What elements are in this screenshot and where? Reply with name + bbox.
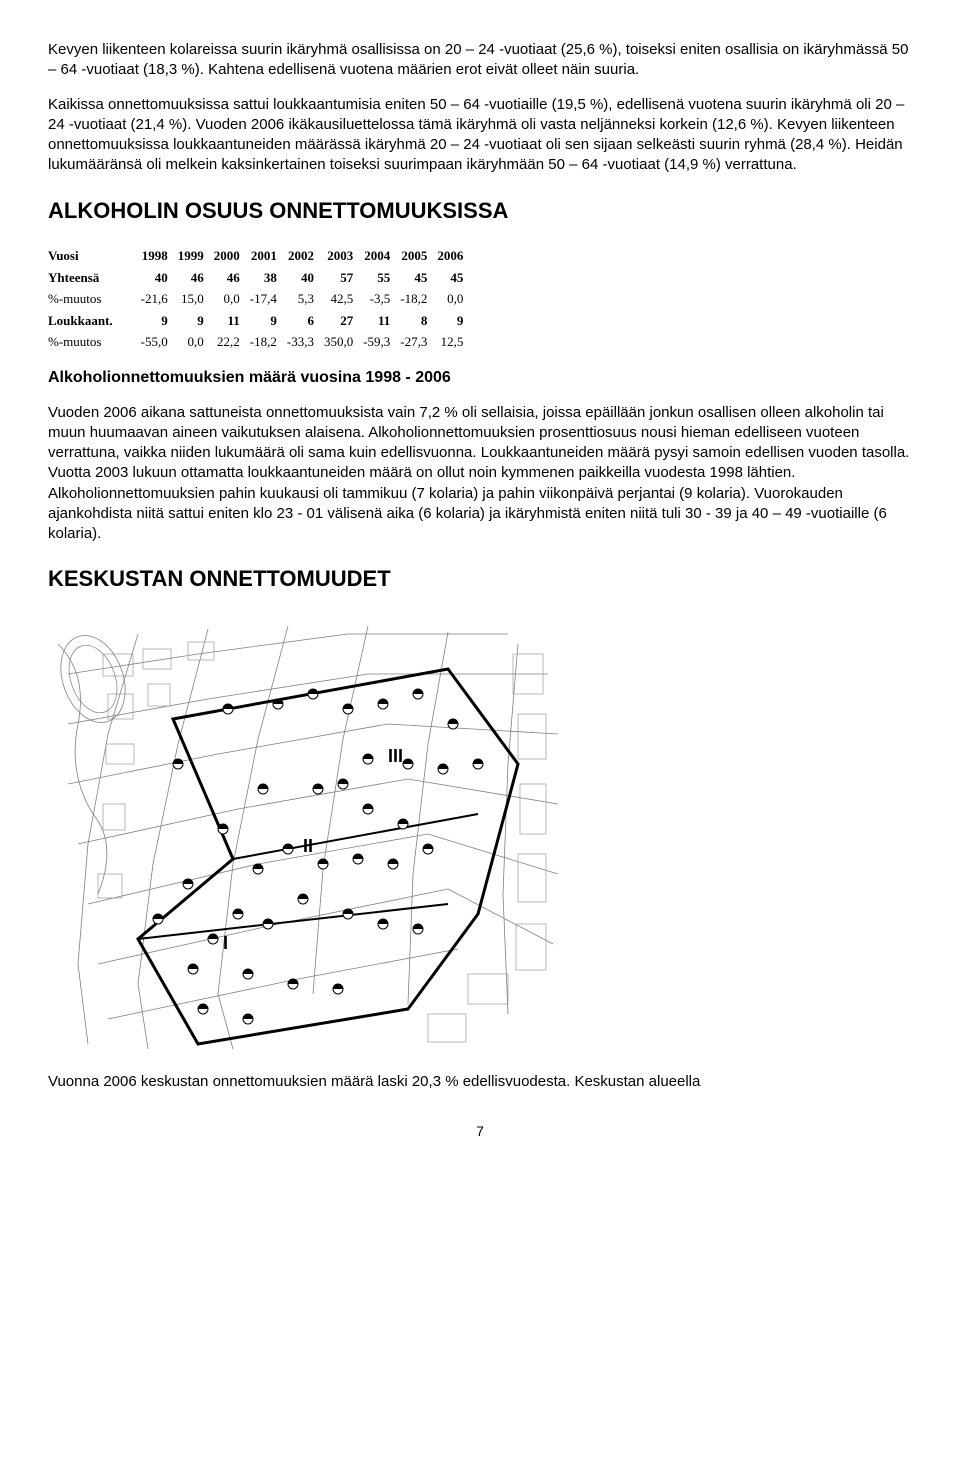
- table-cell: 12,5: [437, 331, 473, 353]
- table-cell: 350,0: [324, 331, 363, 353]
- table-row-label: %-muutos: [48, 288, 141, 310]
- table-cell: -27,3: [400, 331, 437, 353]
- table-cell: 42,5: [324, 288, 363, 310]
- table-cell: 6: [287, 310, 324, 332]
- table-cell: -33,3: [287, 331, 324, 353]
- table-cell: -59,3: [363, 331, 400, 353]
- svg-text:I: I: [223, 933, 228, 953]
- table-cell: -18,2: [250, 331, 287, 353]
- table-row-label: Yhteensä: [48, 267, 141, 289]
- table-cell: 9: [178, 310, 214, 332]
- table-row: %-muutos-55,00,022,2-18,2-33,3350,0-59,3…: [48, 331, 473, 353]
- table-cell: 55: [363, 267, 400, 289]
- svg-text:III: III: [388, 746, 403, 766]
- page-number: 7: [48, 1122, 912, 1141]
- table-header-label: Vuosi: [48, 245, 141, 267]
- table-row-label: %-muutos: [48, 331, 141, 353]
- table-cell: 40: [287, 267, 324, 289]
- body-paragraph: Kaikissa onnettomuuksissa sattui loukkaa…: [48, 95, 912, 176]
- table-cell: 11: [363, 310, 400, 332]
- table-cell: -21,6: [141, 288, 178, 310]
- table-cell: 46: [214, 267, 250, 289]
- body-paragraph: Kevyen liikenteen kolareissa suurin ikär…: [48, 40, 912, 81]
- table-cell: 40: [141, 267, 178, 289]
- svg-text:II: II: [303, 836, 313, 856]
- table-cell: 57: [324, 267, 363, 289]
- table-row: %-muutos-21,615,00,0-17,45,342,5-3,5-18,…: [48, 288, 473, 310]
- table-year-header: 2003: [324, 245, 363, 267]
- table-cell: 38: [250, 267, 287, 289]
- body-paragraph: Vuoden 2006 aikana sattuneista onnettomu…: [48, 403, 912, 545]
- subheading-alcohol-counts: Alkoholionnettomuuksien määrä vuosina 19…: [48, 367, 912, 389]
- table-row: Loukkaant.991196271189: [48, 310, 473, 332]
- body-paragraph: Vuonna 2006 keskustan onnettomuuksien mä…: [48, 1072, 912, 1092]
- table-cell: 11: [214, 310, 250, 332]
- table-cell: 0,0: [178, 331, 214, 353]
- table-cell: 22,2: [214, 331, 250, 353]
- table-cell: 45: [437, 267, 473, 289]
- table-cell: -17,4: [250, 288, 287, 310]
- table-year-header: 2006: [437, 245, 473, 267]
- table-year-header: 2004: [363, 245, 400, 267]
- table-cell: 15,0: [178, 288, 214, 310]
- table-cell: 9: [141, 310, 178, 332]
- table-cell: 9: [437, 310, 473, 332]
- section-heading-alcohol: ALKOHOLIN OSUUS ONNETTOMUUKSISSA: [48, 196, 912, 226]
- table-cell: 0,0: [437, 288, 473, 310]
- table-row: Yhteensä404646384057554545: [48, 267, 473, 289]
- table-cell: 0,0: [214, 288, 250, 310]
- table-cell: -18,2: [400, 288, 437, 310]
- section-heading-center: KESKUSTAN ONNETTOMUUDET: [48, 564, 912, 594]
- table-cell: 46: [178, 267, 214, 289]
- alcohol-table: Vuosi19981999200020012002200320042005200…: [48, 245, 473, 353]
- table-cell: 9: [250, 310, 287, 332]
- table-year-header: 2000: [214, 245, 250, 267]
- table-year-header: 2002: [287, 245, 324, 267]
- table-row-label: Loukkaant.: [48, 310, 141, 332]
- table-year-header: 1998: [141, 245, 178, 267]
- table-cell: 27: [324, 310, 363, 332]
- table-cell: -3,5: [363, 288, 400, 310]
- table-cell: 45: [400, 267, 437, 289]
- table-cell: 8: [400, 310, 437, 332]
- table-cell: 5,3: [287, 288, 324, 310]
- center-accident-map: IIIIII: [48, 614, 568, 1054]
- table-cell: -55,0: [141, 331, 178, 353]
- table-year-header: 2001: [250, 245, 287, 267]
- table-year-header: 2005: [400, 245, 437, 267]
- table-year-header: 1999: [178, 245, 214, 267]
